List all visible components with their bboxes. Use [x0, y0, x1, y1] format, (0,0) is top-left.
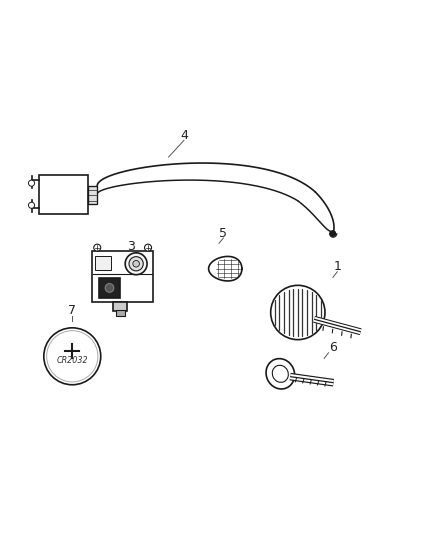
- Circle shape: [145, 244, 152, 251]
- Ellipse shape: [272, 365, 288, 382]
- Polygon shape: [208, 256, 242, 281]
- Circle shape: [133, 261, 139, 267]
- Circle shape: [129, 257, 143, 271]
- Bar: [113, 302, 127, 311]
- Text: 3: 3: [127, 240, 135, 253]
- Bar: [95, 256, 111, 270]
- Text: 5: 5: [219, 227, 227, 240]
- Text: 6: 6: [329, 341, 337, 354]
- Circle shape: [105, 284, 114, 292]
- Text: 4: 4: [180, 128, 188, 142]
- Circle shape: [44, 328, 101, 385]
- Circle shape: [28, 180, 35, 186]
- Bar: [116, 310, 125, 316]
- Circle shape: [271, 285, 325, 340]
- Circle shape: [125, 253, 147, 274]
- Bar: [39, 174, 88, 214]
- Bar: [99, 278, 120, 297]
- Ellipse shape: [266, 359, 295, 389]
- Text: CR2032: CR2032: [57, 356, 88, 365]
- Bar: [92, 251, 153, 302]
- Text: 1: 1: [333, 260, 341, 273]
- Circle shape: [94, 244, 101, 251]
- Circle shape: [47, 330, 98, 382]
- Text: 7: 7: [68, 304, 76, 317]
- Bar: [88, 187, 97, 204]
- Circle shape: [28, 202, 35, 208]
- Circle shape: [330, 231, 336, 236]
